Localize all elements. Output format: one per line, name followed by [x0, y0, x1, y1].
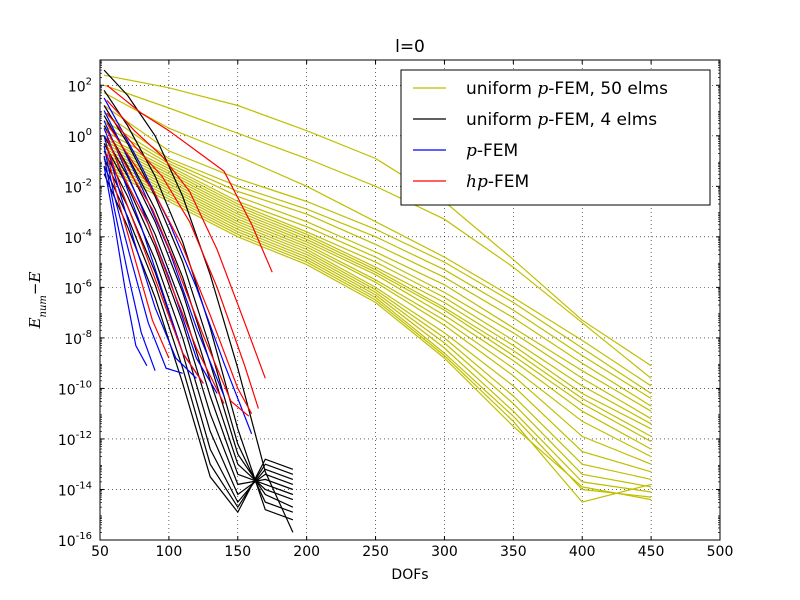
x-tick-label: 250: [362, 544, 389, 560]
x-tick-label: 500: [707, 544, 734, 560]
series-line: [103, 150, 294, 496]
x-tick-label: 100: [156, 544, 183, 560]
y-tick-label: 10-12: [58, 430, 92, 449]
y-tick-label: 100: [68, 127, 92, 146]
series-line: [103, 143, 294, 491]
series-line: [103, 145, 183, 374]
legend-label: uniform p-FEM, 4 elms: [466, 110, 657, 130]
plot-lines: [103, 69, 652, 533]
x-axis-label: DOFs: [391, 567, 428, 583]
x-tick-label: 50: [91, 544, 109, 560]
y-tick-label: 10-8: [64, 329, 92, 348]
y-tick-labels: 102 100 10-2 10-4 10-6 10-8 10-10 10-12 10-14 10-…: [58, 76, 92, 550]
series-line: [103, 160, 652, 493]
legend-box: [400, 69, 711, 206]
series-line: [103, 125, 652, 412]
series-line: [103, 97, 253, 435]
series-line: [103, 115, 294, 508]
series-line: [103, 142, 652, 443]
x-tick-label: 300: [431, 544, 458, 560]
y-tick-label: 102: [68, 76, 92, 95]
legend-label: uniform p-FEM, 50 elms: [466, 79, 668, 99]
y-axis-label-rest: −E: [26, 272, 44, 296]
legend-label: p-FEM: [466, 141, 518, 161]
series-line: [103, 163, 652, 498]
series-line: [103, 110, 225, 397]
axis-ticks: [99, 60, 721, 541]
series-line: [103, 69, 294, 533]
series-line: [103, 137, 652, 430]
series-line: [103, 120, 652, 407]
y-tick-label: 10-10: [58, 379, 92, 398]
series-line: [103, 155, 156, 371]
chart-title: l=0: [395, 37, 425, 57]
series-line: [106, 112, 259, 409]
y-axis-label-base: E: [26, 317, 44, 329]
series-line: [103, 145, 652, 450]
series-line: [106, 153, 170, 359]
plot-frame: [99, 59, 721, 541]
series-line: [103, 165, 294, 509]
x-tick-label: 200: [293, 544, 320, 560]
series-line: [103, 135, 197, 379]
legend: uniform p-FEM, 50 elms uniform p-FEM, 4 e…: [400, 69, 711, 206]
series-line: [103, 135, 652, 425]
series-line: [103, 168, 652, 501]
series-line: [103, 105, 652, 395]
y-tick-label: 10-14: [58, 480, 92, 499]
series-line: [103, 165, 148, 366]
y-tick-label: 10-4: [64, 228, 92, 247]
x-tick-label: 400: [569, 544, 596, 560]
series-line: [103, 74, 652, 367]
series-line: [103, 152, 652, 473]
series-line: [106, 122, 253, 414]
series-line: [106, 138, 225, 404]
series-line: [103, 157, 652, 488]
x-tick-label: 150: [224, 544, 251, 560]
x-tick-label: 350: [500, 544, 527, 560]
series-line: [103, 140, 652, 437]
series-line: [103, 92, 652, 387]
legend-label: hp-FEM: [466, 172, 529, 192]
x-tick-labels: 50 100 150 200 250 300 350 400 450 500: [91, 544, 733, 560]
y-tick-label: 10-6: [64, 278, 92, 297]
y-axis-label-sub: num: [38, 295, 49, 317]
series-line: [106, 84, 273, 273]
series-line: [106, 130, 250, 417]
y-axis-label: Enum−E: [26, 272, 49, 330]
series-line: [103, 105, 294, 513]
series-group: [103, 74, 652, 503]
series-line: [103, 130, 652, 420]
series-line: [103, 173, 294, 514]
series-line: [103, 155, 652, 480]
y-tick-label: 10-16: [58, 531, 92, 550]
series-group: [106, 84, 273, 417]
series-line: [103, 147, 652, 458]
series-line: [106, 145, 204, 384]
series-line: [106, 99, 266, 379]
x-tick-label: 450: [638, 544, 665, 560]
y-tick-label: 10-2: [64, 177, 92, 196]
series-line: [103, 112, 652, 400]
series-line: [103, 84, 652, 379]
series-line: [103, 89, 294, 521]
series-line: [103, 165, 652, 503]
